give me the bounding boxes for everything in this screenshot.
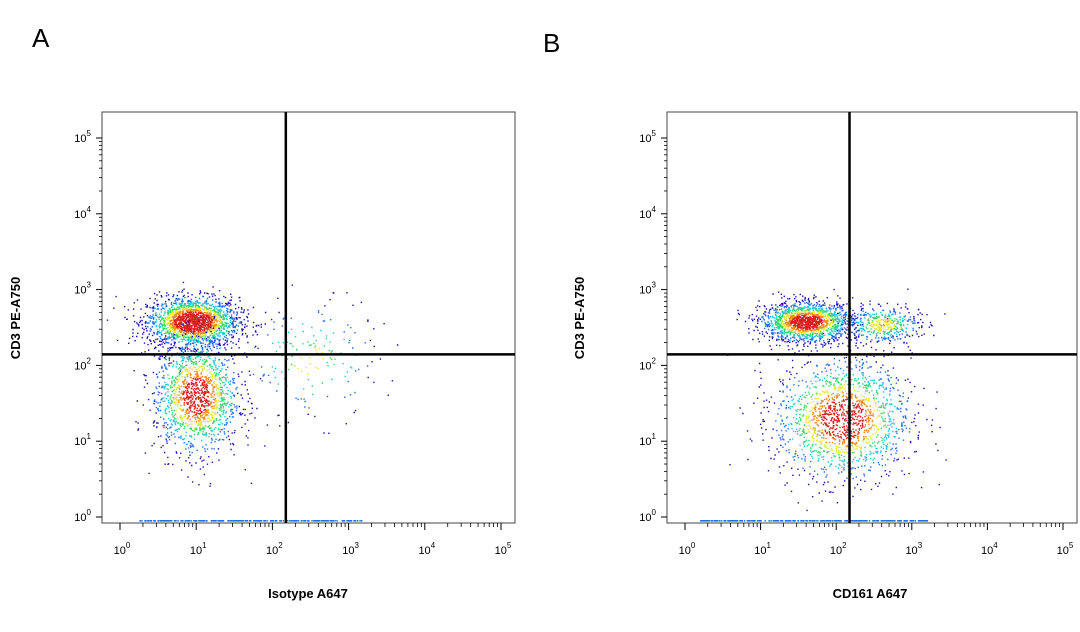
y-tick-label: 101	[74, 432, 91, 448]
y-tick-label: 100	[74, 508, 91, 524]
y-axis-b: 100 101 102 103 104 105	[639, 129, 667, 524]
cell-events-b	[700, 288, 947, 522]
x-tick-label: 102	[266, 541, 283, 557]
cell-event-points	[173, 311, 213, 333]
x-tick-label: 103	[342, 541, 359, 557]
cell-event-points	[271, 323, 353, 396]
x-tick-label: 102	[830, 541, 847, 557]
cell-event-baseline	[700, 520, 929, 522]
x-tick-label: 101	[190, 541, 207, 557]
x-tick-label: 100	[114, 541, 131, 557]
x-tick-label: 103	[905, 541, 922, 557]
x-tick-label: 105	[495, 541, 512, 557]
y-axis-title-b: CD3 PE-A750	[572, 277, 587, 359]
x-tick-label: 104	[981, 541, 998, 557]
cell-event-points	[868, 318, 896, 332]
y-tick-label: 104	[74, 205, 91, 221]
cell-event-points	[252, 310, 369, 409]
y-tick-label: 105	[639, 129, 656, 145]
cell-event-points	[162, 350, 232, 442]
cell-event-baseline	[139, 520, 363, 522]
cell-event-points	[293, 347, 324, 375]
cell-event-points	[862, 314, 903, 335]
x-tick-label: 104	[418, 541, 435, 557]
y-axis-a: 100 101 102 103 104 105	[74, 129, 102, 524]
y-tick-label: 102	[74, 356, 91, 372]
y-tick-label: 102	[639, 356, 656, 372]
x-axis-title-a: Isotype A647	[268, 586, 348, 601]
y-tick-label: 103	[639, 281, 656, 297]
cell-event-points	[822, 295, 946, 352]
y-tick-label: 101	[639, 432, 656, 448]
cell-event-points	[154, 340, 238, 454]
cell-event-points	[182, 377, 210, 416]
cell-event-points	[819, 398, 867, 441]
cell-event-points	[790, 314, 823, 330]
panel-b: B CD3 PE-A750 CD161 A647 100 101 102 103 104…	[543, 28, 1078, 601]
y-axis-title-a: CD3 PE-A750	[8, 277, 23, 359]
cell-events-a	[106, 281, 399, 522]
y-tick-label: 104	[639, 205, 656, 221]
panel-letter-a: A	[32, 23, 50, 53]
x-axis-a: 100 101 102 103 104 105	[114, 523, 512, 557]
y-tick-label: 103	[74, 281, 91, 297]
y-tick-label: 100	[639, 508, 656, 524]
x-tick-label: 100	[679, 541, 696, 557]
x-axis-title-b: CD161 A647	[833, 586, 908, 601]
x-tick-label: 105	[1057, 541, 1074, 557]
cell-event-points	[231, 284, 399, 434]
x-axis-b: 100 101 102 103 104 105	[679, 523, 1074, 557]
plot-frame-a	[101, 111, 516, 524]
panel-letter-b: B	[543, 28, 560, 58]
cell-event-points	[106, 281, 267, 372]
cell-event-points	[879, 323, 885, 327]
panel-a: A CD3 PE-A750 Isotype A647 1001011021031…	[8, 23, 516, 601]
plot-frame-b	[666, 111, 1078, 524]
x-tick-label: 101	[754, 541, 771, 557]
y-tick-label: 105	[74, 129, 91, 145]
cell-event-points	[133, 292, 289, 487]
cell-event-points	[281, 335, 336, 387]
